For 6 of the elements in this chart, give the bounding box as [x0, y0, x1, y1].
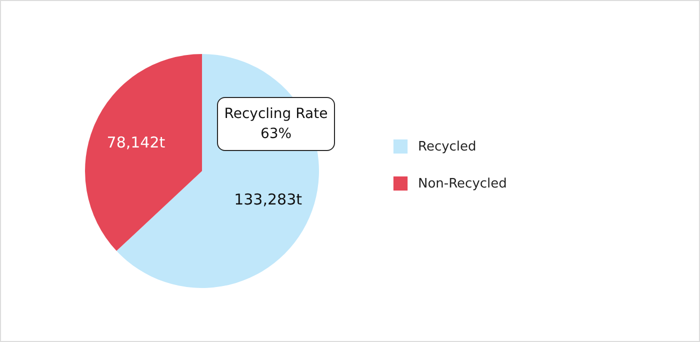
legend-label: Non-Recycled: [418, 176, 507, 192]
text: Recycling Rate 63%: [217, 97, 335, 151]
data-label: 78,142t: [106, 133, 166, 152]
data-label: 133,283t: [234, 190, 302, 209]
legend-label: Recycled: [418, 140, 476, 154]
pie-slice: [85, 54, 202, 251]
